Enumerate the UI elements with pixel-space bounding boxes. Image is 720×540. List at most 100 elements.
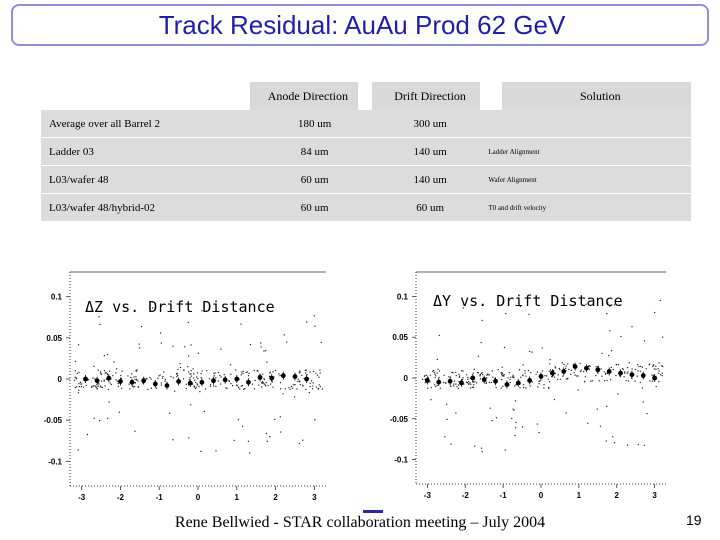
noise-point [451, 371, 453, 373]
y-tick-label: -0.05 [390, 415, 409, 424]
noise-point [485, 382, 487, 385]
noise-point [538, 383, 540, 385]
noise-point [263, 383, 265, 385]
noise-point [155, 387, 158, 389]
noise-point [176, 376, 178, 378]
row-drift: 140 um [371, 165, 481, 194]
noise-point [82, 386, 85, 388]
noise-point [438, 376, 440, 379]
noise-point [248, 372, 250, 374]
data-point [493, 378, 498, 384]
noise-point [479, 375, 481, 377]
table-row: L03/wafer 48/hybrid-02 60 um 60 um T0 an… [41, 193, 691, 222]
noise-point [210, 384, 212, 386]
noise-point [583, 370, 585, 373]
noise-point [605, 372, 607, 374]
noise-point [107, 388, 110, 391]
noise-point [130, 376, 132, 379]
noise-point [270, 383, 272, 385]
header-blank [41, 82, 250, 110]
noise-point [200, 376, 202, 379]
noise-point [486, 374, 488, 376]
noise-point [434, 377, 436, 379]
noise-point [265, 349, 267, 352]
noise-point [135, 379, 138, 381]
noise-point [617, 364, 620, 366]
noise-point [661, 372, 663, 374]
noise-point [204, 388, 207, 390]
x-tick-label: 2 [273, 493, 278, 502]
noise-point [140, 325, 143, 328]
noise-point [609, 305, 611, 307]
noise-point [615, 364, 617, 366]
noise-point [306, 321, 308, 323]
noise-point [639, 381, 641, 383]
data-point [515, 380, 521, 386]
noise-point [217, 371, 220, 374]
data-point [504, 382, 510, 387]
noise-point [303, 377, 305, 380]
noise-point [553, 376, 556, 378]
noise-point [190, 370, 192, 372]
row-solution: Wafer Alignment [480, 165, 691, 194]
noise-point [627, 380, 630, 382]
row-label: L03/wafer 48/hybrid-02 [41, 193, 250, 222]
noise-point [634, 380, 636, 382]
noise-point [164, 380, 166, 382]
noise-point [600, 368, 602, 370]
noise-point [501, 373, 504, 375]
noise-point [661, 365, 663, 367]
noise-point [433, 371, 435, 374]
noise-point [555, 367, 557, 369]
noise-point [546, 375, 548, 377]
noise-point [462, 377, 464, 379]
noise-point [525, 387, 527, 389]
noise-point [524, 370, 526, 372]
noise-point [157, 377, 159, 379]
noise-point [463, 383, 465, 385]
noise-point [541, 347, 543, 349]
noise-point [266, 440, 268, 442]
noise-point [286, 341, 288, 343]
noise-point [149, 377, 151, 379]
noise-point [297, 380, 299, 383]
noise-point [474, 445, 476, 447]
noise-point [519, 387, 521, 389]
noise-point [637, 370, 639, 372]
noise-point [280, 431, 282, 433]
noise-point [312, 388, 314, 390]
noise-point [240, 323, 242, 325]
noise-point [607, 302, 609, 304]
noise-point [509, 378, 511, 381]
noise-point [90, 386, 93, 388]
noise-point [453, 385, 455, 387]
noise-point [487, 373, 489, 375]
data-point [652, 375, 658, 381]
noise-point [627, 367, 629, 369]
noise-point [538, 380, 540, 383]
noise-point [501, 375, 503, 377]
noise-point [197, 378, 199, 380]
noise-point [117, 385, 119, 387]
noise-point [118, 411, 120, 413]
noise-point [198, 385, 200, 388]
noise-point [170, 375, 172, 378]
noise-point [74, 360, 77, 363]
y-tick-label: -0.1 [48, 457, 62, 466]
noise-point [176, 373, 178, 375]
noise-point [115, 379, 117, 381]
noise-point [177, 368, 179, 371]
noise-point [321, 388, 323, 390]
noise-point [514, 427, 517, 429]
noise-point [481, 372, 483, 374]
noise-point [658, 372, 660, 375]
noise-point [151, 307, 154, 309]
noise-point [100, 386, 102, 388]
noise-point [461, 370, 463, 372]
noise-point [505, 312, 507, 315]
noise-point [462, 307, 464, 309]
noise-point [497, 368, 499, 371]
noise-point [299, 372, 301, 374]
noise-point [116, 368, 118, 370]
noise-point [302, 439, 304, 441]
